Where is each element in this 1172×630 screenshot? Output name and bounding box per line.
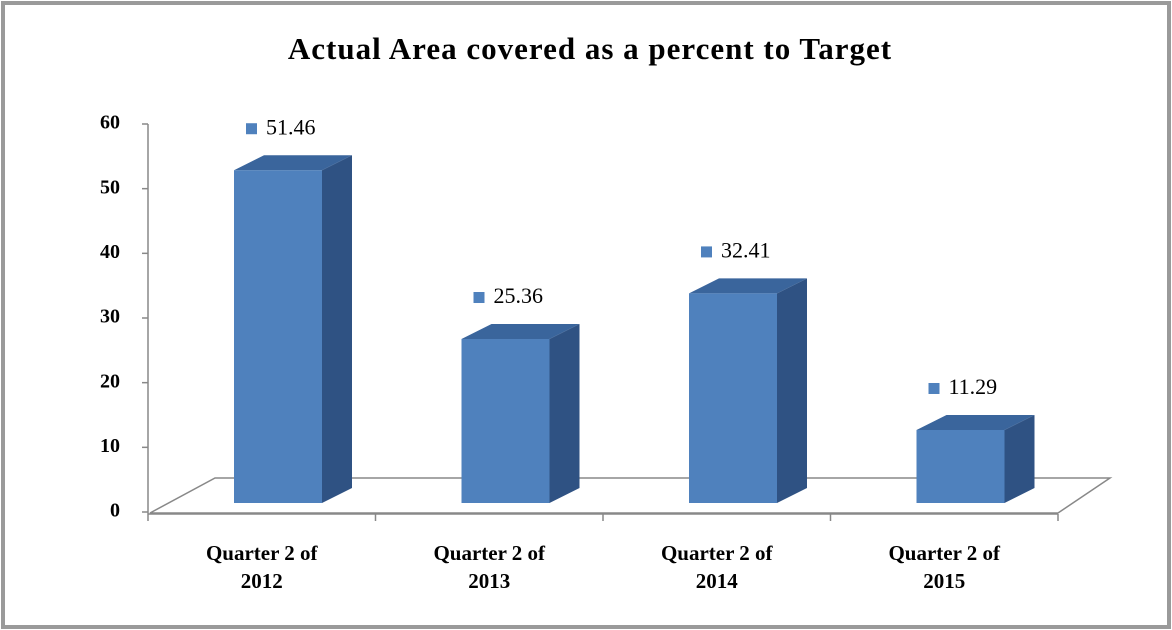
value-key	[246, 123, 257, 135]
floor	[149, 477, 1113, 514]
value-label: 32.41	[721, 237, 771, 262]
x-tick-label: Quarter 2 of 2015	[888, 541, 1001, 593]
bar-top	[916, 414, 1035, 430]
value-key	[473, 292, 485, 304]
bar-side	[1004, 414, 1035, 503]
x-tick-label: Quarter 2 of 2013	[433, 541, 546, 593]
bar-side	[777, 278, 807, 503]
bar-side	[549, 324, 580, 503]
bar-top	[461, 324, 580, 340]
value-label: 25.36	[494, 283, 544, 308]
y-tick-label: 60	[100, 112, 120, 134]
bar	[916, 429, 1005, 503]
bar	[234, 170, 322, 503]
bar	[689, 293, 777, 503]
y-tick-label: 40	[100, 241, 120, 263]
value-key	[701, 246, 712, 258]
bar-top	[234, 155, 352, 171]
x-tick-label: Quarter 2 of 2014	[661, 541, 774, 593]
y-tick-label: 30	[100, 306, 120, 328]
value-key	[928, 382, 940, 394]
bar-top	[689, 278, 807, 294]
bar-side	[322, 155, 352, 503]
y-tick-label: 20	[100, 370, 120, 392]
x-tick-label: Quarter 2 of 2012	[206, 541, 319, 593]
chart-title: Actual Area covered as a percent to Targ…	[288, 31, 892, 66]
value-label: 11.29	[949, 374, 998, 399]
y-tick-label: 50	[100, 176, 120, 198]
y-tick-label: 10	[100, 435, 120, 457]
bar	[461, 339, 550, 503]
y-tick-label: 0	[110, 500, 120, 522]
value-label: 51.46	[266, 114, 316, 139]
